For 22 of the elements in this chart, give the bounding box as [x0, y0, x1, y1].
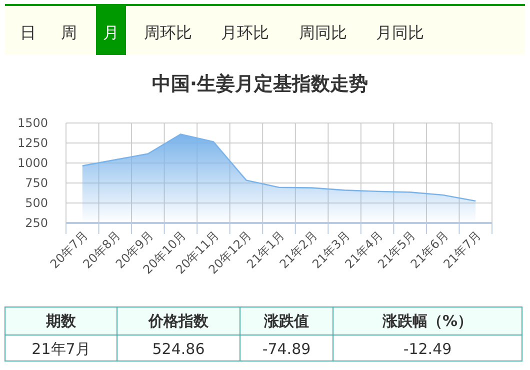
text: 日	[20, 23, 36, 42]
y-tick-label: 750	[25, 176, 48, 190]
text: 周同比	[299, 23, 347, 42]
text: 价格指数	[148, 312, 210, 330]
chart-title: 中国·生姜月定基指数走势	[152, 73, 368, 95]
text: -74.89	[262, 340, 311, 358]
text: 涨跌幅（%）	[381, 312, 473, 330]
text: 月环比	[221, 23, 269, 42]
y-tick-label: 500	[25, 196, 48, 210]
text: -12.49	[403, 340, 452, 358]
text: 月	[103, 23, 119, 42]
text: 周环比	[144, 23, 192, 42]
text: 涨跌值	[263, 312, 309, 330]
y-tick-label: 1000	[17, 156, 48, 170]
text: 524.86	[152, 340, 205, 358]
y-tick-label: 1500	[17, 116, 48, 130]
text: 期数	[45, 312, 77, 330]
text: 21年7月	[32, 340, 90, 358]
text: 月同比	[376, 23, 424, 42]
y-tick-label: 1250	[17, 136, 48, 150]
text: 周	[61, 23, 77, 42]
y-tick-label: 250	[25, 216, 48, 230]
